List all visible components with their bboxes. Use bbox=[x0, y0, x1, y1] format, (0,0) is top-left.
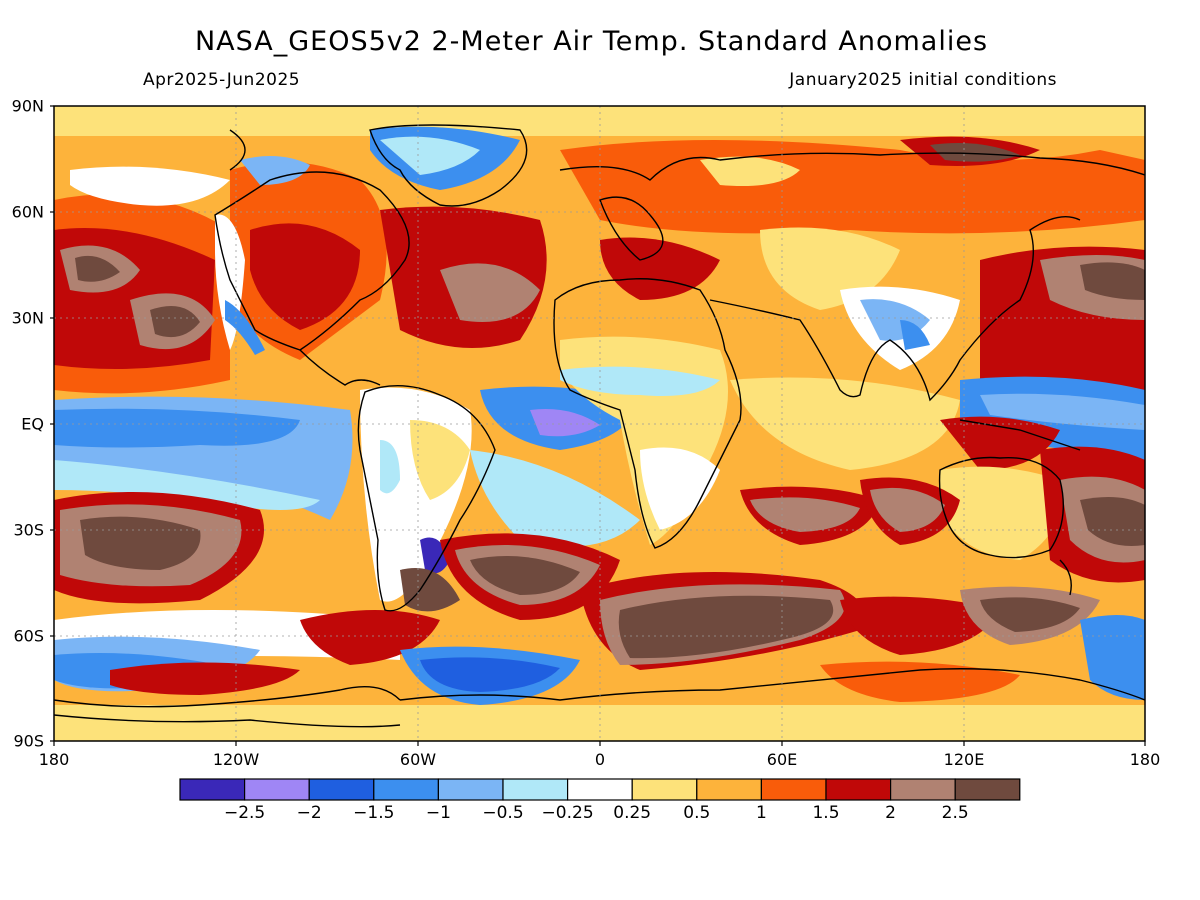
graticule bbox=[54, 106, 1145, 741]
colorbar-swatch bbox=[244, 778, 310, 801]
lon-label-180e: 180 bbox=[1129, 750, 1161, 769]
colorbar-swatch bbox=[437, 778, 504, 801]
colorbar-swatch bbox=[179, 778, 246, 801]
lat-label-90s: 90S bbox=[13, 731, 44, 751]
lon-label-60e: 60E bbox=[766, 750, 798, 769]
tick-marks bbox=[50, 105, 1146, 746]
colorbar bbox=[179, 778, 1021, 801]
lon-label-120e: 120E bbox=[943, 750, 985, 769]
colorbar-swatch bbox=[308, 778, 375, 801]
colorbar-tick-label: −0.25 bbox=[541, 803, 594, 823]
colorbar-swatch bbox=[696, 778, 762, 801]
anomaly-field bbox=[54, 106, 1145, 741]
lon-label-120w: 120W bbox=[212, 750, 260, 769]
colorbar-swatch bbox=[566, 778, 633, 801]
lat-label-60s: 60S bbox=[13, 626, 44, 646]
colorbar-tick-label: 1 bbox=[755, 803, 767, 823]
colorbar-tick-label: 2 bbox=[885, 803, 897, 823]
colorbar-swatch bbox=[373, 778, 439, 801]
lon-label-180w: 180 bbox=[38, 750, 70, 769]
lat-label-30s: 30S bbox=[13, 520, 44, 540]
coastlines bbox=[54, 124, 1145, 728]
colorbar-swatch bbox=[954, 778, 1021, 801]
lat-label-60n: 60N bbox=[11, 202, 44, 222]
colorbar-tick-label: 0.25 bbox=[613, 803, 652, 823]
colorbar-tick-label: −1.5 bbox=[353, 803, 395, 823]
colorbar-tick-label: 1.5 bbox=[812, 803, 840, 823]
colorbar-swatch bbox=[502, 778, 569, 801]
colorbar-swatch bbox=[760, 778, 827, 801]
colorbar-swatch bbox=[631, 778, 698, 801]
colorbar-tick-label: 2.5 bbox=[941, 803, 969, 823]
forecast-period: Apr2025-Jun2025 bbox=[143, 70, 301, 90]
colorbar-tick-label: −2.5 bbox=[223, 803, 266, 823]
colorbar-tick-label: −2 bbox=[296, 803, 322, 823]
lon-label-60w: 60W bbox=[399, 750, 437, 769]
colorbar-tick-label: 0.5 bbox=[683, 803, 711, 823]
colorbar-swatch bbox=[825, 778, 892, 801]
lat-label-90n: 90N bbox=[11, 96, 44, 116]
initial-conditions: January2025 initial conditions bbox=[789, 70, 1057, 90]
lat-label-30n: 30N bbox=[11, 308, 44, 328]
colorbar-tick-label: −0.5 bbox=[482, 803, 524, 823]
colorbar-swatch bbox=[889, 778, 956, 801]
colorbar-tick-label: −1 bbox=[425, 803, 451, 823]
lon-label-0: 0 bbox=[594, 750, 606, 769]
lat-label-eq: EQ bbox=[21, 414, 44, 434]
map-title: NASA_GEOS5v2 2-Meter Air Temp. Standard … bbox=[194, 26, 989, 57]
